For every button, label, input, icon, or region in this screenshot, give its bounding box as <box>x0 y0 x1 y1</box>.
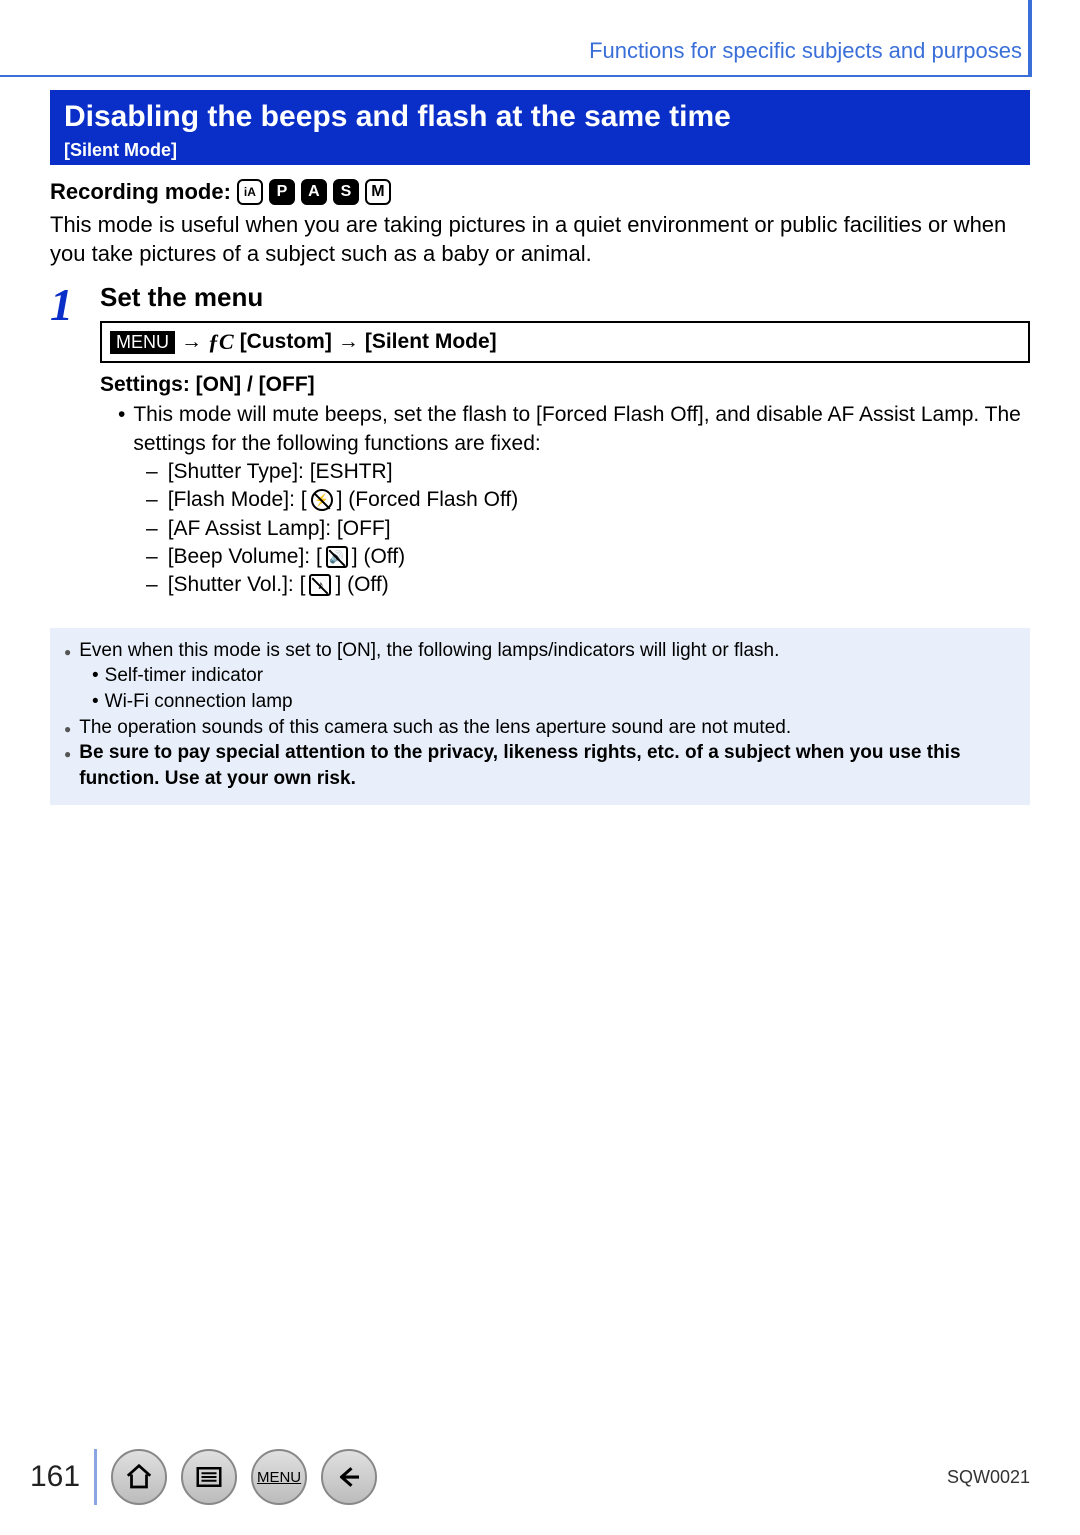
menu-path-custom: [Custom] <box>240 330 332 354</box>
arrow-icon: → <box>181 330 202 354</box>
bullet-block: This mode will mute beeps, set the flash… <box>118 401 1030 599</box>
mode-icon-m: M <box>365 179 391 205</box>
dash-shutter-vol: [Shutter Vol.]: [ ♪ ] (Off) <box>146 571 1030 599</box>
header-rule <box>0 75 1030 77</box>
dash-list: [Shutter Type]: [ESHTR] [Flash Mode]: [ … <box>146 458 1030 600</box>
recording-mode-line: Recording mode: iA P A S M <box>50 179 1030 205</box>
shutter-vol-off-icon: ♪ <box>309 574 331 596</box>
contents-button[interactable] <box>181 1449 237 1505</box>
mode-icon-ia: iA <box>237 179 263 205</box>
note-3: Be sure to pay special attention to the … <box>64 740 1016 791</box>
dash-flash-mode: [Flash Mode]: [ ⚡ ] (Forced Flash Off) <box>146 486 1030 514</box>
recording-mode-label: Recording mode: <box>50 179 231 205</box>
page-title: Disabling the beeps and flash at the sam… <box>64 100 1016 134</box>
note-1a: Self-timer indicator <box>92 663 1016 689</box>
dash-beep-volume: [Beep Volume]: [ 🔊 ] (Off) <box>146 543 1030 571</box>
back-icon <box>334 1462 364 1492</box>
body-area: Recording mode: iA P A S M This mode is … <box>50 179 1030 805</box>
manual-page: Functions for specific subjects and purp… <box>0 0 1080 1535</box>
bullet-intro: This mode will mute beeps, set the flash… <box>118 401 1030 458</box>
document-id: SQW0021 <box>947 1467 1030 1488</box>
mode-icon-a: A <box>301 179 327 205</box>
menu-path: MENU → ƒC [Custom] → [Silent Mode] <box>100 321 1030 363</box>
step-row: 1 Set the menu MENU → ƒC [Custom] → [Sil… <box>50 282 1030 599</box>
footer-divider <box>94 1449 97 1505</box>
home-icon <box>124 1462 154 1492</box>
settings-label: Settings: [ON] / [OFF] <box>100 373 1030 397</box>
menu-button[interactable]: MENU <box>251 1449 307 1505</box>
intro-paragraph: This mode is useful when you are taking … <box>50 211 1030 268</box>
step-number: 1 <box>50 282 100 328</box>
page-subtitle: [Silent Mode] <box>64 140 1016 161</box>
home-button[interactable] <box>111 1449 167 1505</box>
step-content: Set the menu MENU → ƒC [Custom] → [Silen… <box>100 282 1030 599</box>
note-box: Even when this mode is set to [ON], the … <box>50 628 1030 806</box>
back-button[interactable] <box>321 1449 377 1505</box>
custom-icon: ƒC <box>208 329 234 355</box>
menu-badge: MENU <box>110 331 175 354</box>
mode-icon-s: S <box>333 179 359 205</box>
title-bar: Disabling the beeps and flash at the sam… <box>50 90 1030 165</box>
menu-path-silent: [Silent Mode] <box>365 330 497 354</box>
page-footer: 161 MENU SQW0021 <box>30 1449 1030 1505</box>
breadcrumb: Functions for specific subjects and purp… <box>589 38 1022 64</box>
dash-shutter-type: [Shutter Type]: [ESHTR] <box>146 458 1030 486</box>
arrow-icon: → <box>338 330 359 354</box>
mode-icon-p: P <box>269 179 295 205</box>
page-number: 161 <box>30 1460 80 1494</box>
beep-off-icon: 🔊 <box>326 546 348 568</box>
list-icon <box>194 1462 224 1492</box>
flash-off-icon: ⚡ <box>311 489 333 511</box>
note-1b: Wi-Fi connection lamp <box>92 689 1016 715</box>
footer-left: 161 MENU <box>30 1449 377 1505</box>
header-corner <box>1028 0 1032 77</box>
note-1: Even when this mode is set to [ON], the … <box>64 638 1016 664</box>
note-2: The operation sounds of this camera such… <box>64 715 1016 741</box>
dash-af-assist: [AF Assist Lamp]: [OFF] <box>146 515 1030 543</box>
step-title: Set the menu <box>100 282 1030 313</box>
